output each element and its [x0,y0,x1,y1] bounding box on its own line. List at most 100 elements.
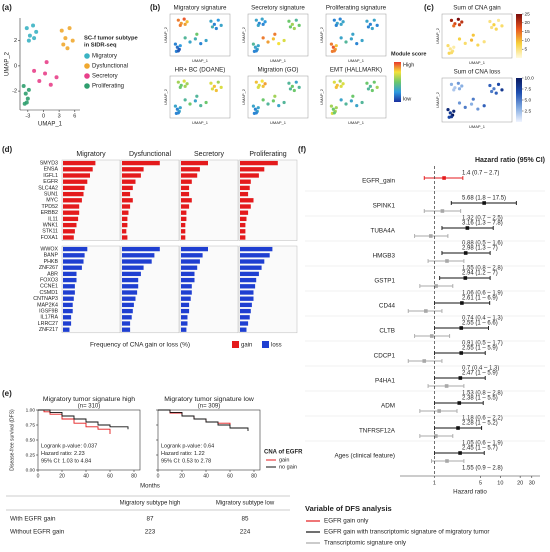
bar [240,327,247,332]
estimate [482,201,486,205]
point [204,38,208,43]
x-tick-label: 0 [42,113,45,119]
point [253,107,257,111]
point [370,88,374,93]
plot-frame [325,13,387,57]
estimate-label: 1.06 (0.6 – 1.9) [462,291,503,297]
point [351,94,355,98]
bar [181,173,198,178]
point [271,37,275,41]
estimate-label: 2.61 (1 – 6.9) [462,296,498,302]
row-label: CD44 [379,303,396,310]
gene-label: IGSF9B [39,309,58,315]
point [488,83,492,88]
point [254,111,258,115]
colorbar [516,14,522,58]
point [216,18,220,22]
legend-label: EGFR gain only [324,518,369,525]
estimate-label: 2.45 (1 – 5.7) [462,446,498,452]
bar [181,327,187,332]
gene-label: CCNE1 [40,284,58,290]
panel-label: (a) [2,3,12,12]
bar [240,302,252,308]
bar [122,315,132,320]
point [182,17,186,21]
panel-title: Sum of CNA loss [454,69,501,76]
bar [181,284,192,289]
table-cell: 87 [146,516,154,523]
point [212,22,216,26]
gene-label: IL11 [48,216,58,222]
gene-label: WNK1 [43,223,58,229]
panel-label: (b) [150,3,161,12]
bar [63,302,73,308]
point [256,85,260,89]
point [253,45,257,49]
colorbar-label: low [403,96,411,102]
point [449,82,454,86]
estimate [458,451,462,455]
point [261,84,265,88]
gene-label: CNTNAP3 [33,296,58,302]
bar [240,229,246,234]
y-tick-label: 0 [14,63,17,69]
point [37,79,42,84]
point [176,111,180,115]
column-header: Secretory [194,151,224,158]
point [334,23,338,27]
colorbar-label: High [403,62,414,68]
gene-label: IL17RA [40,315,58,321]
y-axis-label: UMAP_2 [241,88,246,105]
point [175,45,179,49]
point [476,107,480,111]
gene-label: STK11 [42,229,58,235]
point [332,49,336,53]
point [61,42,66,47]
point [178,44,182,48]
bar [240,167,265,172]
table-cell: 224 [240,529,251,536]
survival-curve [38,409,111,434]
point [277,41,281,46]
point [492,87,496,91]
bar [240,290,254,295]
point [277,103,281,108]
estimate [460,301,464,305]
panel-frame [179,245,239,334]
point [54,75,59,80]
gene-label: BANP [44,253,59,259]
bar [63,321,72,326]
bar [63,235,74,240]
point [263,20,267,24]
x-tick-label: 80 [251,473,257,479]
estimate-label: 0.91 (0.5 – 1.7) [462,341,503,347]
estimate [459,351,464,355]
x-axis-label: Hazard ratio [453,489,487,496]
legend-label: Transcriptomic signature only [324,540,407,547]
row-label: CLTB [379,328,395,335]
estimate-label: 2.38 (1 – 5.5) [462,396,498,402]
bar [63,265,82,270]
table-header: Migratory subtype high [120,501,181,507]
estimate [428,234,433,238]
bar [181,160,208,166]
bar [240,265,262,270]
legend-label: Dysfunctional [92,64,128,70]
point [446,43,450,48]
point [372,80,376,84]
legend-label: no gain [279,464,297,470]
legend-label: gain [279,457,289,463]
point [452,45,456,49]
point [59,28,64,33]
bar [122,265,144,270]
bar [181,235,186,240]
point [251,42,256,46]
estimate [445,459,449,463]
point [195,32,199,36]
row-label: HMGB3 [373,253,396,260]
colorbar-tick-label: 5.0 [525,97,532,103]
annotation: Logrank p-value: 0.037 [41,443,97,449]
bar [63,173,90,178]
estimate-label: 3.16 (1.3 – 7.8) [462,221,503,227]
bar [240,185,250,191]
